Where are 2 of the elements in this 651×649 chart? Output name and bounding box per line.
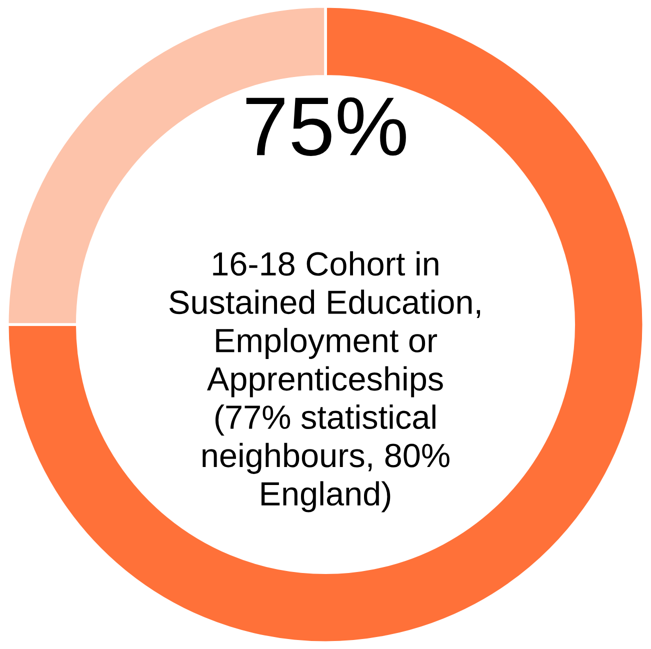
data-label: 75% (246, 97, 406, 156)
text: 16-18 Cohort in Sustained Education, Employment or Apprenticeships (77% statistical neighbours, 80% England) (170, 251, 480, 512)
